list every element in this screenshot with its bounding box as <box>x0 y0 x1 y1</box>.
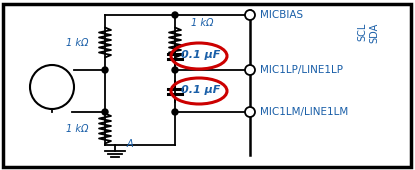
Text: 1 kΩ: 1 kΩ <box>66 38 88 47</box>
Text: MICBIAS: MICBIAS <box>260 10 303 20</box>
Circle shape <box>30 65 74 109</box>
Text: SDA: SDA <box>369 23 379 43</box>
Circle shape <box>172 67 178 73</box>
Text: MIC1LM/LINE1LM: MIC1LM/LINE1LM <box>260 107 348 117</box>
Circle shape <box>102 109 108 115</box>
Circle shape <box>172 12 178 18</box>
Text: SCL: SCL <box>357 23 367 41</box>
Text: 1 kΩ: 1 kΩ <box>191 19 213 29</box>
Circle shape <box>172 109 178 115</box>
Text: 0.1 μF: 0.1 μF <box>181 50 221 60</box>
Text: MIC1LP/LINE1LP: MIC1LP/LINE1LP <box>260 65 343 75</box>
Text: A: A <box>127 139 134 149</box>
Circle shape <box>245 10 255 20</box>
Text: 1 kΩ: 1 kΩ <box>66 123 88 133</box>
Circle shape <box>245 65 255 75</box>
Circle shape <box>245 107 255 117</box>
Circle shape <box>102 67 108 73</box>
Text: 0.1 μF: 0.1 μF <box>181 85 221 95</box>
